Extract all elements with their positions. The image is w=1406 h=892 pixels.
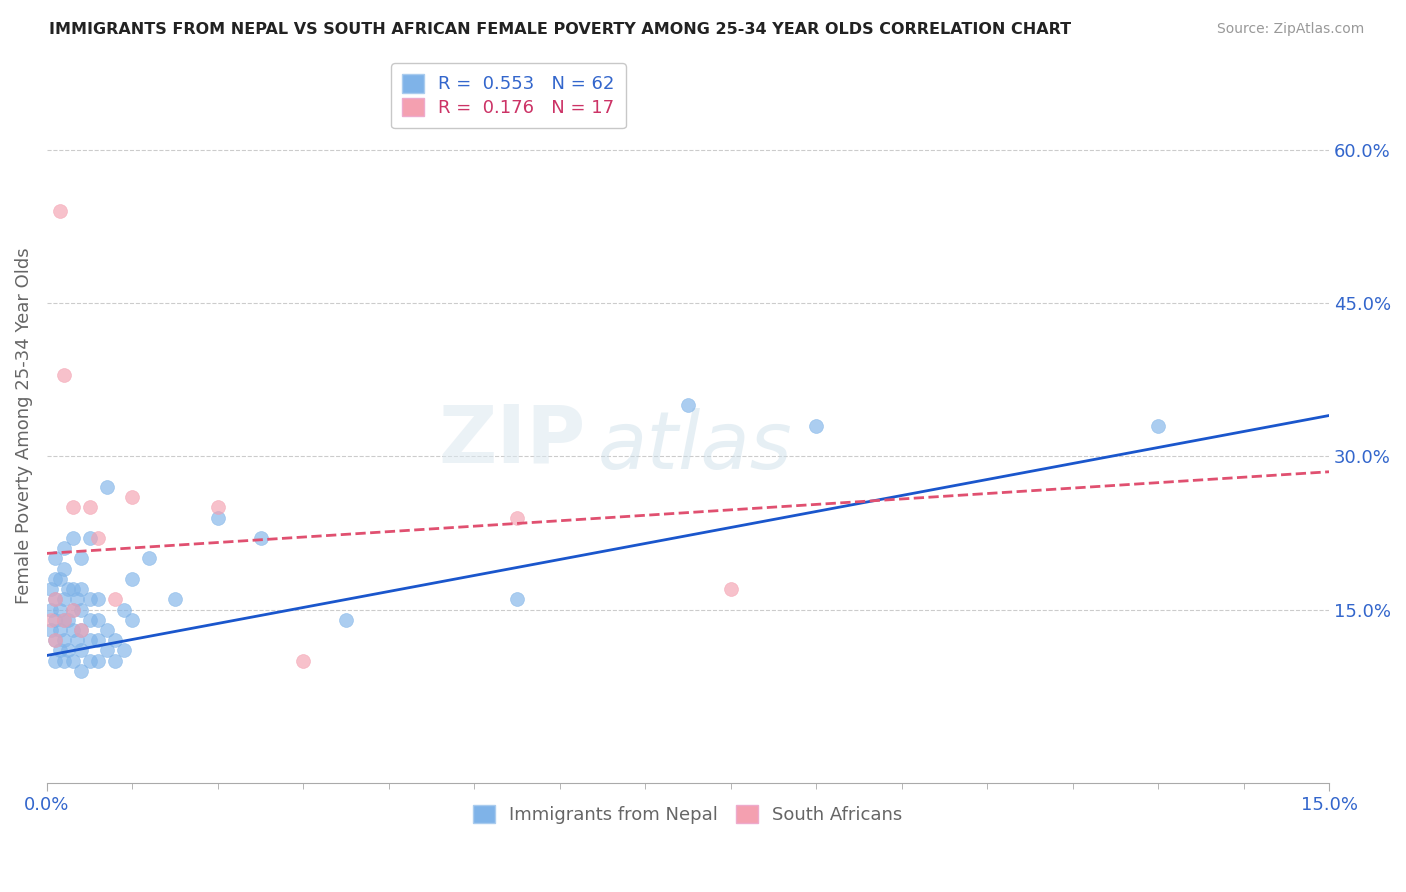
- Point: [70, 582, 93, 596]
- Point: [104, 633, 127, 648]
- Point: [62, 654, 84, 668]
- Point: [79, 613, 101, 627]
- Point: [44, 572, 66, 586]
- Point: [53, 562, 76, 576]
- Point: [58, 643, 80, 657]
- Point: [121, 490, 143, 504]
- Point: [44, 613, 66, 627]
- Point: [112, 643, 135, 657]
- Point: [292, 654, 315, 668]
- Point: [48, 602, 70, 616]
- Point: [87, 592, 110, 607]
- Point: [70, 551, 93, 566]
- Point: [70, 623, 93, 637]
- Point: [165, 592, 187, 607]
- Point: [207, 510, 229, 524]
- Point: [48, 204, 70, 219]
- Point: [96, 643, 118, 657]
- Point: [62, 623, 84, 637]
- Point: [53, 541, 76, 556]
- Point: [48, 572, 70, 586]
- Point: [58, 613, 80, 627]
- Point: [70, 643, 93, 657]
- Point: [79, 633, 101, 648]
- Point: [1147, 418, 1170, 433]
- Point: [79, 500, 101, 515]
- Point: [335, 613, 357, 627]
- Point: [70, 602, 93, 616]
- Point: [70, 664, 93, 678]
- Point: [58, 582, 80, 596]
- Point: [138, 551, 160, 566]
- Point: [48, 623, 70, 637]
- Point: [79, 654, 101, 668]
- Point: [207, 500, 229, 515]
- Point: [53, 592, 76, 607]
- Point: [53, 613, 76, 627]
- Point: [39, 623, 62, 637]
- Text: atlas: atlas: [598, 409, 793, 486]
- Point: [53, 368, 76, 382]
- Point: [804, 418, 827, 433]
- Point: [87, 654, 110, 668]
- Point: [39, 602, 62, 616]
- Text: ZIP: ZIP: [439, 401, 585, 479]
- Point: [87, 531, 110, 545]
- Point: [112, 602, 135, 616]
- Point: [676, 398, 699, 412]
- Point: [121, 613, 143, 627]
- Point: [62, 500, 84, 515]
- Point: [44, 592, 66, 607]
- Point: [53, 613, 76, 627]
- Point: [44, 592, 66, 607]
- Point: [62, 602, 84, 616]
- Point: [39, 582, 62, 596]
- Point: [79, 531, 101, 545]
- Text: IMMIGRANTS FROM NEPAL VS SOUTH AFRICAN FEMALE POVERTY AMONG 25-34 YEAR OLDS CORR: IMMIGRANTS FROM NEPAL VS SOUTH AFRICAN F…: [49, 22, 1071, 37]
- Point: [121, 572, 143, 586]
- Point: [66, 633, 89, 648]
- Point: [79, 592, 101, 607]
- Point: [87, 633, 110, 648]
- Point: [39, 613, 62, 627]
- Point: [48, 643, 70, 657]
- Point: [249, 531, 271, 545]
- Point: [96, 623, 118, 637]
- Point: [44, 633, 66, 648]
- Point: [96, 480, 118, 494]
- Point: [506, 510, 529, 524]
- Point: [506, 592, 529, 607]
- Point: [53, 633, 76, 648]
- Point: [720, 582, 742, 596]
- Point: [66, 592, 89, 607]
- Point: [104, 654, 127, 668]
- Point: [62, 531, 84, 545]
- Point: [44, 551, 66, 566]
- Point: [70, 623, 93, 637]
- Point: [104, 592, 127, 607]
- Point: [53, 654, 76, 668]
- Legend: Immigrants from Nepal, South Africans: Immigrants from Nepal, South Africans: [463, 794, 914, 835]
- Text: Source: ZipAtlas.com: Source: ZipAtlas.com: [1216, 22, 1364, 37]
- Point: [44, 633, 66, 648]
- Y-axis label: Female Poverty Among 25-34 Year Olds: Female Poverty Among 25-34 Year Olds: [15, 247, 32, 604]
- Point: [87, 613, 110, 627]
- Point: [62, 582, 84, 596]
- Point: [44, 654, 66, 668]
- Point: [62, 602, 84, 616]
